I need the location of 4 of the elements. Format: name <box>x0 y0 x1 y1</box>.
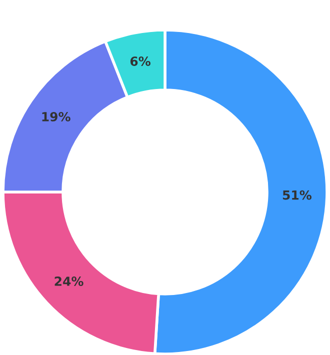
data-label: 19% <box>42 112 70 122</box>
data-label: 51% <box>282 190 312 200</box>
data-label: 6% <box>130 56 150 66</box>
data-label: 24% <box>54 276 84 286</box>
